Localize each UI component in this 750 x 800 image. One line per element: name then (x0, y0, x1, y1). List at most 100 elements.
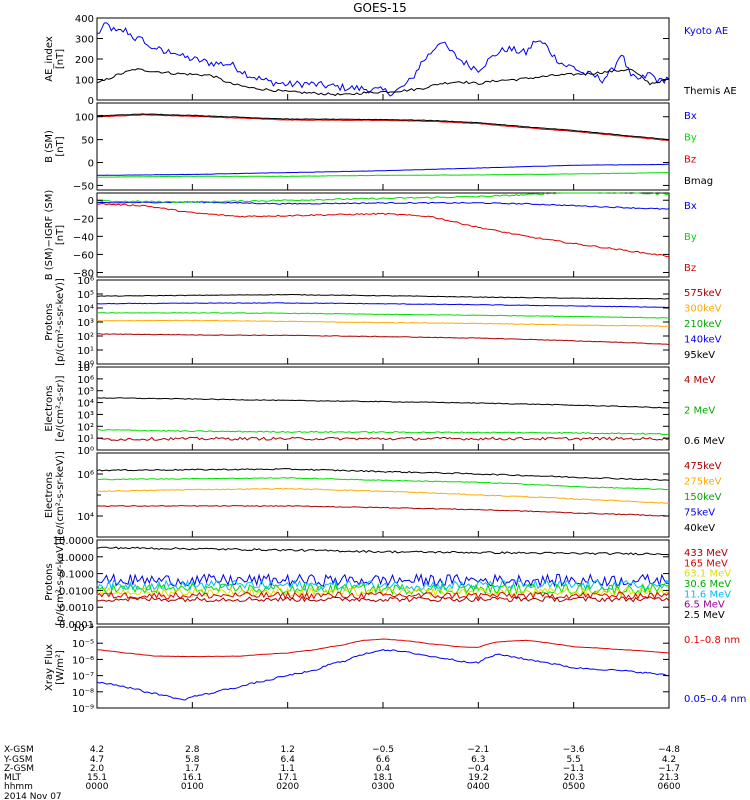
xaxis-value: 0300 (372, 782, 395, 792)
panel-ae: 0 100 200 300 400 AE_index[nT] Kyoto AE Themis … (44, 14, 737, 107)
ytick-label: 10⁵ (77, 290, 94, 301)
xaxis-value: 2.0 (90, 764, 105, 774)
panel-electrons2: 10⁴ 10⁶ Electrons[e/(cm²-s-sr-keV)] 475keV 2… (44, 451, 722, 539)
legend-label: Bx (684, 201, 697, 212)
panel-bigrf: −80 −60 −40 −20 0 B (SM)−IGRF (SM)[nT] Bx By Bz (44, 190, 697, 281)
legend-label: 63.1 MeV (684, 569, 731, 580)
xaxis-value: −0.5 (372, 745, 394, 755)
ytick-label: 0 (88, 96, 94, 107)
series-75kev (96, 477, 670, 491)
ylabel-line: B (SM)−IGRF (SM) (44, 190, 55, 281)
series-95kev (96, 333, 670, 346)
ylabel-units: [W/m²] (55, 650, 66, 685)
ylabel: Electrons[e/(cm²-s-sr-keV)] (44, 451, 66, 539)
legend-label: 165 MeV (684, 558, 728, 569)
ytick-label: 200 (75, 55, 94, 66)
ytick-label: 100 (75, 76, 94, 87)
series-by (96, 192, 670, 204)
legend-label: 30.6 MeV (684, 579, 731, 590)
xaxis-value: 21.3 (659, 773, 679, 783)
ytick-label: 300 (75, 35, 94, 46)
xaxis-value: 16.1 (182, 773, 202, 783)
ytick-label: 0.0100 (59, 586, 94, 597)
series-11-6-mev (96, 586, 670, 598)
ylabel-units: [p/(cm²-s-sr-keV)] (55, 278, 66, 366)
xaxis-value: −0.4 (467, 764, 489, 774)
legend-label: Bz (684, 154, 696, 165)
xaxis-value: 5.5 (567, 755, 581, 765)
series-150kev (97, 487, 670, 505)
ylabel: Protons[p/(cm²-s-sr-keV)] (44, 278, 66, 366)
ytick-label: 10⁵ (77, 387, 94, 398)
xaxis-value: 0.4 (376, 764, 391, 774)
ylabel: Xray Flux[W/m²] (44, 644, 66, 691)
ylabel-units: [p/(cm²-s-sr-keV)] (55, 538, 66, 626)
ylabel-line: Xray Flux (44, 644, 55, 691)
ytick-label: 0.1000 (59, 570, 94, 581)
xaxis-row-label: Z-GSM (4, 764, 34, 774)
ytick-label: 0.0001 (59, 620, 94, 631)
date-label: 2014 Nov 07 (4, 792, 62, 800)
series-433-mev (96, 546, 670, 556)
ytick-label: 10⁴ (77, 304, 94, 315)
panel-protons1: 10⁰ 10¹ 10² 10³ 10⁴ 10⁵ 10⁶ Protons[p/(cm²-s-sr… (44, 276, 722, 371)
xaxis-value: 0400 (467, 782, 490, 792)
xaxis-row-label: hhmm (4, 782, 33, 792)
series-bmag (96, 113, 670, 141)
xaxis-value: 1.7 (185, 764, 199, 774)
ylabel: AE_index[nT] (44, 36, 66, 82)
ytick-label: 10⁰ (77, 446, 94, 457)
ytick-label: 10¹ (77, 434, 94, 445)
ylabel-line: B (SM) (44, 130, 55, 163)
xaxis-row-label: Y-GSM (3, 755, 32, 765)
xaxis-value: 6.4 (281, 755, 296, 765)
ytick-label: 0 (88, 196, 94, 207)
xaxis-value: 0000 (86, 782, 109, 792)
legend-label: 0.6 MeV (684, 436, 725, 447)
ytick-label: 1.0000 (59, 553, 94, 564)
xaxis-value: 15.1 (87, 773, 107, 783)
series-bz (96, 114, 669, 141)
xaxis-value: −3.6 (563, 745, 585, 755)
panel-frame (96, 452, 670, 538)
series-275kev (96, 505, 670, 517)
legend-label: Bmag (684, 176, 713, 187)
ytick-label: 0.0010 (59, 603, 94, 614)
panel-electrons1: 10⁰10¹10²10³10⁴10⁵10⁶10⁷Electrons[e/(cm²… (44, 363, 725, 457)
ylabel-line: Protons (44, 303, 55, 340)
ylabel-units: [nT] (55, 49, 66, 69)
panel-frame (96, 17, 670, 101)
series-kyoto-ae (97, 22, 670, 97)
ytick-label: −50 (73, 181, 94, 192)
series-by (96, 172, 669, 178)
ytick-label: 10² (77, 422, 94, 433)
xaxis-row-label: X-GSM (4, 745, 34, 755)
ylabel-line: AE_index (44, 36, 55, 82)
ylabel-units: [nT] (55, 136, 66, 156)
ylabel-units: [nT] (55, 225, 66, 245)
series-themis-ae (96, 68, 670, 97)
xaxis-value: 19.2 (468, 773, 488, 783)
series-4-mev (96, 436, 670, 441)
xaxis-value: 1.2 (281, 745, 295, 755)
ytick-label: 50 (81, 136, 94, 147)
xaxis-value: 0100 (181, 782, 204, 792)
ylabel: B (SM)−IGRF (SM)[nT] (44, 190, 66, 281)
xaxis-value: 5.8 (185, 755, 200, 765)
xaxis-value: 4.2 (90, 745, 104, 755)
ytick-label: 10³ (77, 318, 94, 329)
ylabel-line: Electrons (44, 385, 55, 431)
series-0-1-0-8-nm (96, 638, 670, 658)
chart-title: GOES-15 (353, 1, 407, 15)
legend-label: 300keV (684, 304, 722, 315)
panel-xray: 10⁻⁹ 10⁻⁸ 10⁻⁷ 10⁻⁶ 10⁻⁵ 10⁻⁴ Xray Flux[W/m²] 0… (44, 623, 746, 715)
legend-label: 2 MeV (684, 406, 715, 417)
legend-label: 433 MeV (684, 548, 728, 559)
series-bz (96, 202, 670, 258)
ytick-label: 100 (75, 113, 94, 124)
series-575kev (96, 293, 670, 300)
xaxis-value: 1.1 (281, 764, 295, 774)
legend-label: 575keV (684, 288, 722, 299)
series-210kev (96, 312, 670, 319)
